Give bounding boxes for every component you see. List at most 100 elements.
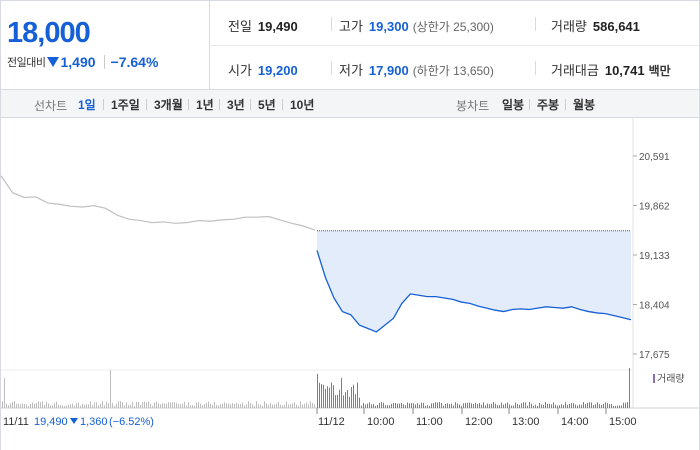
tab-1year[interactable]: 1년 bbox=[196, 98, 214, 112]
volume-bar bbox=[182, 403, 183, 408]
price-chart-svg: 20,591 19,862 19,133 18,404 17,675 거래량 11/12 10… bbox=[1, 118, 699, 428]
volume-bar bbox=[595, 404, 596, 408]
tab-daily-candle[interactable]: 일봉 bbox=[502, 98, 525, 112]
volume-bar bbox=[597, 402, 598, 408]
divider bbox=[103, 99, 104, 110]
tab-10years[interactable]: 10년 bbox=[290, 98, 315, 112]
volume-bar bbox=[607, 403, 608, 408]
volume-bar bbox=[397, 403, 398, 408]
tab-weekly-candle[interactable]: 주봉 bbox=[537, 98, 560, 112]
down-triangle-icon bbox=[70, 418, 78, 424]
volume-bar bbox=[202, 405, 203, 408]
volume-bar bbox=[260, 404, 261, 408]
lower-limit: (하한가 13,650) bbox=[412, 64, 494, 78]
tab-5years[interactable]: 5년 bbox=[258, 98, 276, 112]
volume-bar bbox=[427, 405, 428, 408]
volume-bar bbox=[72, 403, 73, 408]
divider bbox=[331, 61, 332, 75]
volume-bar bbox=[611, 403, 612, 408]
volume-bar bbox=[262, 405, 263, 408]
tab-1week[interactable]: 1주일 bbox=[111, 98, 140, 112]
prev-close-stat: 전일 19,490 bbox=[228, 16, 298, 35]
volume-bar bbox=[351, 387, 352, 408]
volume-bar bbox=[176, 402, 177, 408]
x-tick-label: 12:00 bbox=[465, 416, 493, 428]
volume-bar bbox=[66, 405, 67, 408]
volume-bar bbox=[144, 401, 145, 408]
volume-bar bbox=[533, 405, 534, 408]
volume-bar bbox=[268, 404, 269, 408]
volume-legend-label: 거래량 bbox=[657, 373, 685, 385]
volume-bar bbox=[156, 401, 157, 408]
volume-bar bbox=[369, 402, 370, 408]
volume-bar bbox=[437, 402, 438, 408]
volume-bar bbox=[110, 370, 111, 408]
volume-bar bbox=[250, 403, 251, 408]
volume-bar bbox=[361, 405, 362, 408]
volume-bar bbox=[629, 368, 630, 408]
volume-bar bbox=[84, 404, 85, 408]
volume-bar bbox=[325, 388, 326, 408]
amount-value: 10,741 bbox=[604, 63, 645, 78]
volume-bar bbox=[555, 404, 556, 408]
tab-3years[interactable]: 3년 bbox=[227, 98, 245, 112]
volume-bar bbox=[120, 401, 121, 408]
high-value: 19,300 bbox=[368, 19, 409, 34]
low-stat: 저가 17,900 (하한가 13,650) bbox=[339, 60, 494, 79]
volume-bar bbox=[529, 402, 530, 408]
change-amount: 1,490 bbox=[60, 54, 96, 70]
volume-bar bbox=[513, 405, 514, 408]
volume-bar bbox=[585, 403, 586, 408]
low-value: 17,900 bbox=[368, 63, 409, 78]
volume-bar bbox=[214, 402, 215, 408]
volume-bar bbox=[14, 401, 15, 408]
volume-bar bbox=[363, 402, 364, 408]
volume-value: 586,641 bbox=[592, 19, 640, 34]
volume-label: 거래량 bbox=[551, 19, 587, 34]
volume-bar bbox=[108, 403, 109, 408]
x-tick-label: 13:00 bbox=[512, 416, 540, 428]
volume-bar bbox=[90, 401, 91, 408]
volume-bar bbox=[441, 402, 442, 408]
volume-bar bbox=[146, 402, 147, 408]
volume-bar bbox=[12, 401, 13, 408]
volume-bar bbox=[270, 402, 271, 408]
x-tick-label: 11/12 bbox=[318, 416, 345, 428]
volume-bar bbox=[413, 403, 414, 408]
tab-monthly-candle[interactable]: 월봉 bbox=[573, 98, 596, 112]
volume-bar bbox=[296, 404, 297, 408]
divider bbox=[535, 17, 536, 31]
volume-bar bbox=[387, 405, 388, 408]
volume-bar bbox=[50, 405, 51, 408]
volume-bar bbox=[557, 405, 558, 408]
volume-bar bbox=[314, 404, 315, 408]
volume-bar bbox=[16, 403, 17, 408]
upper-limit: (상한가 25,300) bbox=[412, 20, 494, 34]
volume-bar bbox=[323, 384, 324, 408]
volume-bar bbox=[302, 404, 303, 408]
volume-bar bbox=[373, 404, 374, 408]
volume-bar bbox=[425, 405, 426, 408]
volume-bar bbox=[46, 402, 47, 408]
volume-bar bbox=[244, 405, 245, 408]
volume-bar bbox=[317, 374, 318, 408]
volume-bar bbox=[379, 402, 380, 408]
volume-bar bbox=[170, 402, 171, 408]
volume-bar bbox=[339, 389, 340, 408]
volume-bar bbox=[238, 403, 239, 408]
volume-bar bbox=[100, 403, 101, 408]
volume-bar bbox=[465, 402, 466, 408]
volume-bar bbox=[519, 404, 520, 408]
volume-bar bbox=[475, 402, 476, 408]
tab-1day[interactable]: 1일 bbox=[78, 98, 96, 112]
volume-bar bbox=[154, 402, 155, 408]
volume-bar bbox=[266, 403, 267, 408]
volume-bar bbox=[6, 403, 7, 408]
volume-bar bbox=[160, 404, 161, 408]
volume-bar bbox=[136, 401, 137, 408]
volume-bar bbox=[457, 403, 458, 408]
open-stat: 시가 19,200 bbox=[228, 60, 298, 79]
volume-bar bbox=[240, 404, 241, 408]
tab-3months[interactable]: 3개월 bbox=[154, 98, 183, 112]
volume-bar bbox=[210, 403, 211, 408]
